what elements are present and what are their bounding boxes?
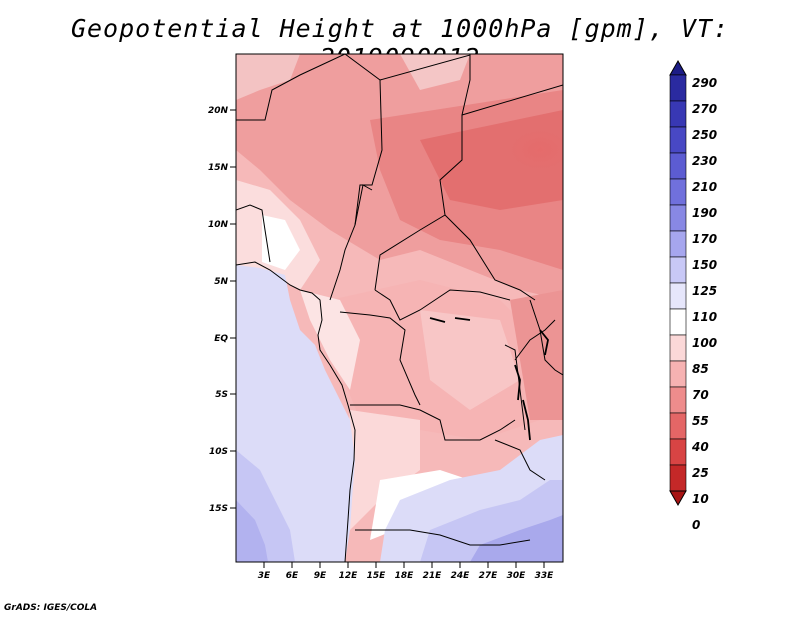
colorbar-label: 250	[692, 128, 717, 142]
colorbar-segment	[669, 230, 687, 258]
colorbar-segment	[669, 360, 687, 388]
colorbar-label: 290	[692, 76, 717, 90]
lon-axis: 3E 6E 9E 12E 15E 18E 21E 24E 27E 30E 33E	[258, 562, 554, 581]
colorbar-segment	[669, 256, 687, 284]
colorbar-segment	[669, 100, 687, 128]
colorbar-segment	[669, 412, 687, 440]
colorbar-arrow-top	[669, 59, 687, 76]
lat-label: 10S	[209, 447, 228, 457]
colorbar: 2902702502302101901701501251101008570554…	[669, 59, 717, 532]
map-frame	[235, 53, 564, 563]
colorbar-label: 40	[691, 440, 709, 454]
colorbar-segment	[669, 178, 687, 206]
lat-label: 15S	[209, 504, 228, 514]
colorbar-label: 270	[692, 102, 717, 116]
lon-label: 6E	[286, 571, 299, 581]
colorbar-label: 110	[692, 310, 717, 324]
lat-label: 5S	[215, 390, 228, 400]
colorbar-segment	[669, 204, 687, 232]
lon-label: 3E	[258, 571, 271, 581]
colorbar-segment	[669, 438, 687, 466]
lon-label: 12E	[339, 571, 359, 581]
colorbar-segment	[669, 282, 687, 310]
lon-label: 24E	[451, 571, 471, 581]
lat-label: 20N	[208, 106, 229, 116]
colorbar-segment	[669, 334, 687, 362]
colorbar-segment	[669, 74, 687, 102]
lat-label: EQ	[214, 334, 228, 344]
colorbar-label: 0	[692, 518, 700, 532]
colorbar-label: 85	[692, 362, 709, 376]
colorbar-segment	[669, 152, 687, 180]
lon-label: 15E	[367, 571, 387, 581]
colorbar-label: 125	[692, 284, 717, 298]
lat-label: 10N	[208, 220, 229, 230]
colorbar-arrow-bottom	[669, 490, 687, 507]
colorbar-label: 170	[692, 232, 717, 246]
colorbar-label: 55	[692, 414, 709, 428]
colorbar-label: 100	[692, 336, 717, 350]
lon-label: 27E	[479, 571, 499, 581]
colorbar-segment	[669, 308, 687, 336]
colorbar-label: 210	[692, 180, 717, 194]
colorbar-label: 150	[692, 258, 717, 272]
lon-label: 33E	[535, 571, 555, 581]
colorbar-label: 190	[692, 206, 717, 220]
colorbar-label: 10	[692, 492, 709, 506]
colorbar-label: 70	[692, 388, 709, 402]
height-field	[236, 54, 563, 562]
lat-label: 5N	[214, 277, 228, 287]
lakes	[429, 317, 549, 441]
lon-label: 9E	[314, 571, 327, 581]
lon-label: 18E	[395, 571, 415, 581]
colorbar-segment	[669, 386, 687, 414]
colorbar-label: 25	[692, 466, 709, 480]
lon-label: 21E	[423, 571, 443, 581]
colorbar-label: 230	[692, 154, 717, 168]
colorbar-segment	[669, 464, 687, 492]
colorbar-segment	[669, 126, 687, 154]
footer-credit: GrADS: IGES/COLA	[4, 603, 98, 613]
lon-label: 30E	[507, 571, 527, 581]
lat-axis: 20N 15N 10N 5N EQ 5S 10S 15S	[208, 106, 236, 514]
lat-label: 15N	[208, 163, 229, 173]
